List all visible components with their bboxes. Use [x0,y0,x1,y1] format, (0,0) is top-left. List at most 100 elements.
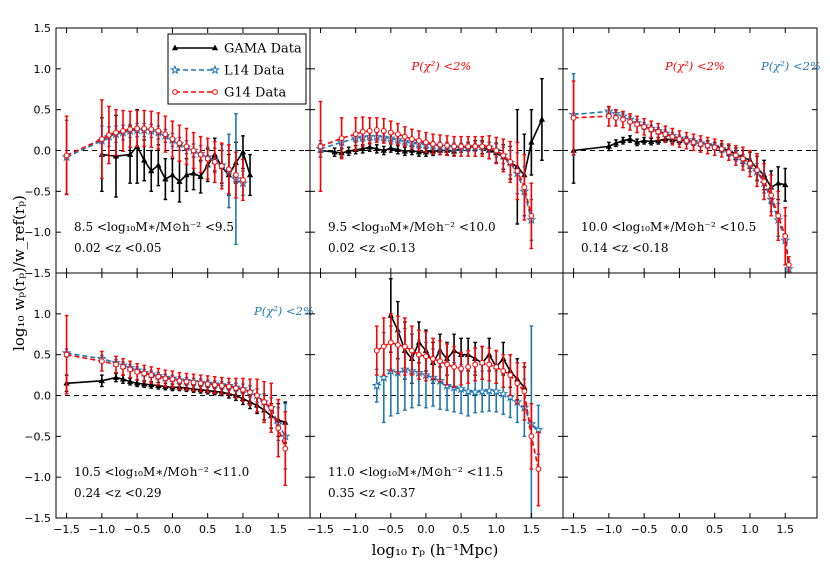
g14-point [493,147,500,154]
panel-mass-label: 9.5 <log₁₀M∗/M⊙h⁻² <10.0 [328,220,496,234]
legend-box [167,33,307,105]
g14-point [98,358,105,365]
y-tick-label: −1.0 [24,471,51,484]
x-axis-label: log₁₀ rₚ (h⁻¹Mpc) [372,541,499,559]
legend: GAMA Data L14 Data G14 Data [167,33,307,105]
l14-point [491,386,502,396]
g14-point [479,359,486,366]
g14-point [613,114,619,121]
g14-point [387,339,394,346]
x-tick-label: −0.5 [377,523,404,536]
series-g14 [63,99,246,202]
g14-point [486,144,493,151]
gama-point [134,379,141,386]
g14-point [225,383,232,390]
g14-point [648,126,655,133]
series-g14 [373,313,542,507]
g14-point [493,364,500,370]
gama-point [538,116,546,122]
g14-point [380,128,387,134]
g14-point [514,168,521,174]
l14-point [505,391,516,402]
gama-line [66,376,286,424]
panel-plot-area [61,314,291,487]
g14-line [66,127,244,181]
g14-point [162,375,169,382]
pchi-annotation: P(χ²) <2% [760,59,821,73]
g14-point [204,155,211,162]
panel-mass-label: 8.5 <log₁₀M∗/M⊙h⁻² <9.5 [74,220,234,234]
g14-point [155,128,162,134]
legend-marker [211,44,219,51]
pchi-annotation: P(χ²) <2% [411,59,472,73]
g14-point [627,119,633,125]
g14-point [120,128,126,134]
g14-point [669,133,676,140]
pchi-annotation: P(χ²) <2% [664,59,725,73]
g14-point [401,133,408,140]
g14-point [155,373,162,380]
gama-point [401,147,408,154]
g14-point [683,137,690,144]
g14-point [409,347,415,354]
gama-point [626,135,634,142]
g14-point [782,233,789,240]
g14-point [148,126,155,133]
pchi-annotation: P(χ²) <2% [253,304,314,318]
l14-point [470,387,481,397]
g14-point [437,358,443,365]
gama-point [775,179,782,186]
g14-point [240,386,246,393]
g14-point [261,399,268,405]
x-tick-label: −1.0 [596,523,623,536]
g14-point [704,142,711,149]
g14-point [183,378,190,385]
gama-point [141,156,148,163]
y-tick-label: −0.5 [24,430,51,443]
gama-point [119,375,127,382]
gama-point [148,167,155,174]
g14-point [197,380,204,387]
gama-point [648,138,655,144]
g14-point [233,172,239,178]
x-tick-label: 0.5 [706,523,724,536]
series-gama [63,372,289,444]
panel-mass-label: 10.5 <log₁₀M∗/M⊙h⁻² <11.0 [74,465,249,479]
g14-point [401,343,408,350]
g14-point [233,385,239,392]
g14-point [204,381,211,387]
x-tick-label: 1.5 [523,523,541,536]
g14-point [514,380,521,387]
x-tick-label: 0.0 [671,523,689,536]
gama-point [169,171,176,178]
g14-point [338,135,345,142]
gama-point [331,148,338,155]
y-tick-label: 1.0 [34,63,52,76]
g14-point [416,137,422,144]
gama-point [162,175,169,182]
g14-point [444,142,450,149]
y-tick-label: 1.5 [34,22,52,35]
legend-marker [172,89,178,95]
g14-point [176,377,183,384]
g14-point [254,392,260,399]
gama-point [605,142,612,149]
gama-point [380,147,387,153]
g14-point [106,132,112,138]
x-tick-label: −1.5 [53,523,80,536]
g14-point [268,404,275,411]
panel-2: 9.5 <log₁₀M∗/M⊙h⁻² <10.0 0.02 <z <0.13 P(χ… [309,27,564,274]
gama-point [359,145,366,152]
g14-point [521,388,528,395]
g14-point [148,372,155,378]
x-tick-label: 0.5 [452,523,470,536]
g14-point [528,212,535,219]
g14-point [437,141,443,148]
gama-point [415,148,423,155]
legend-entry-l14: L14 Data [170,64,285,79]
g14-point [775,212,782,219]
g14-point [605,113,612,120]
x-tick-label: −0.5 [124,523,151,536]
legend-marker [212,89,218,95]
g14-point [662,131,669,138]
